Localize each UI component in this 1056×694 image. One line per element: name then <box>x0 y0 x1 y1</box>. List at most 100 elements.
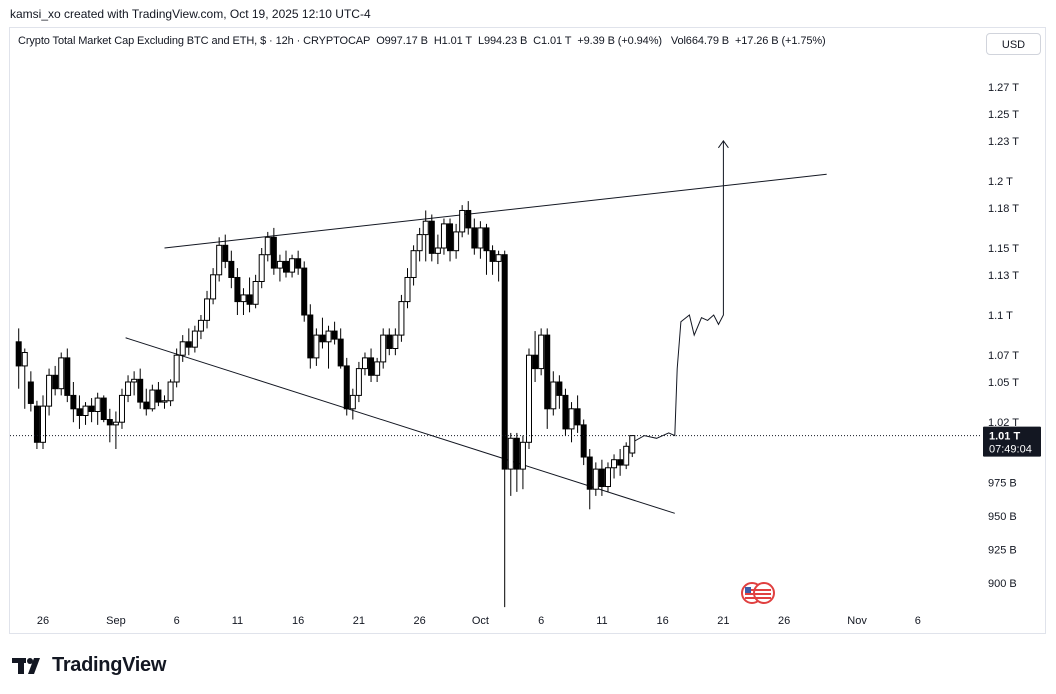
candle-body-up <box>410 250 417 278</box>
candle-body-down <box>580 424 587 458</box>
candle-body-up <box>131 378 138 383</box>
time-axis-label: 26 <box>778 615 790 627</box>
candle-body-up <box>191 330 198 348</box>
candle-body-up <box>519 441 526 470</box>
candle <box>331 321 338 345</box>
symbol-title[interactable]: Crypto Total Market Cap Excluding BTC an… <box>18 35 371 47</box>
candle-body-up <box>477 227 484 249</box>
candle-body-up <box>276 260 283 269</box>
time-axis-label: 6 <box>174 615 180 627</box>
candle <box>355 361 362 403</box>
candle-body-down <box>15 341 22 367</box>
candle <box>513 432 520 492</box>
candle-body-up <box>325 330 332 343</box>
chart-frame[interactable] <box>9 27 1046 634</box>
candle-body-down <box>283 260 289 273</box>
price-axis-label: 950 B <box>988 511 1017 523</box>
time-axis-label: 26 <box>414 615 426 627</box>
time-axis-label: 16 <box>292 615 304 627</box>
candle-body-up <box>398 301 405 336</box>
us-flag-events-icon[interactable] <box>741 581 775 605</box>
candle <box>131 371 138 396</box>
candle <box>15 328 22 389</box>
candle-body-down <box>270 236 277 269</box>
candle <box>313 328 320 366</box>
candle <box>149 384 156 412</box>
candle <box>185 328 192 356</box>
lower-trendline[interactable] <box>125 337 675 514</box>
candle <box>222 234 229 269</box>
candle-body-up <box>422 220 429 236</box>
candle-body-up <box>264 236 271 256</box>
ohlc-low: L994.23 B <box>477 35 528 47</box>
candle-body-up <box>252 281 259 305</box>
price-axis-label: 1.02 T <box>988 417 1019 429</box>
candle <box>100 395 107 423</box>
price-axis-label: 1.15 T <box>988 243 1019 255</box>
candle <box>118 388 125 429</box>
time-axis-label: 11 <box>232 615 243 627</box>
candle-body-up <box>149 389 156 410</box>
attribution-text: kamsi_xo created with TradingView.com, O… <box>10 7 371 21</box>
candle <box>252 274 259 309</box>
time-axis-label: Oct <box>472 615 489 627</box>
candle-body-down <box>428 220 435 254</box>
candle <box>422 210 429 262</box>
candle-body-up <box>434 247 441 254</box>
last-price-badge-countdown: 07:49:04 <box>989 444 1032 456</box>
candle-body-down <box>222 244 229 262</box>
candle-body-down <box>489 250 496 262</box>
candle <box>592 462 599 496</box>
candle-body-down <box>143 401 150 410</box>
candle <box>410 245 417 286</box>
candle <box>70 382 77 423</box>
candle-body-up <box>550 381 557 410</box>
candle-body-down <box>27 381 34 404</box>
candle-body-down <box>70 394 77 410</box>
candle <box>319 317 326 349</box>
candle-body-down <box>586 456 593 490</box>
upper-trendline[interactable] <box>164 173 827 249</box>
candle-body-down <box>100 397 107 421</box>
currency-button[interactable]: USD <box>986 33 1041 55</box>
candle <box>507 432 514 496</box>
time-axis-label: 6 <box>915 615 921 627</box>
candle <box>76 395 83 429</box>
candle-body-up <box>349 394 356 410</box>
candle-body-down <box>368 357 375 376</box>
candle <box>526 348 532 449</box>
candle-body-down <box>331 330 338 340</box>
candle <box>137 368 144 409</box>
candle <box>197 315 204 340</box>
candle-body-down <box>556 381 563 396</box>
candle-body-down <box>337 338 344 367</box>
candle-body-down <box>106 419 113 426</box>
last-price-badge-bg <box>983 426 1041 457</box>
candle-body-up <box>289 258 296 273</box>
candle <box>453 223 460 259</box>
candle <box>428 214 435 262</box>
candle-body-up <box>216 244 223 276</box>
candle-body-up <box>459 209 466 233</box>
candle <box>495 250 502 282</box>
price-axis-label: 1.13 T <box>988 270 1019 282</box>
candle-body-up <box>604 467 611 488</box>
candle <box>489 245 496 275</box>
candle-body-up <box>210 274 217 300</box>
price-axis-label: 1.1 T <box>988 310 1013 322</box>
time-axis-label: 21 <box>353 615 365 627</box>
price-axis-label: 1.23 T <box>988 136 1019 148</box>
candle-body-down <box>52 374 59 390</box>
ohlc-high: H1.01 T <box>433 35 473 47</box>
candle <box>94 392 101 425</box>
candle <box>64 348 71 403</box>
candle <box>556 375 563 409</box>
candle-body-up <box>204 298 211 321</box>
chart-legend: Crypto Total Market Cap Excluding BTC an… <box>18 35 826 47</box>
projection-path[interactable] <box>632 140 724 443</box>
candle-body-down <box>246 294 253 305</box>
tradingview-logo[interactable]: TradingView <box>12 654 166 677</box>
candle <box>483 223 490 275</box>
candle <box>343 357 350 416</box>
